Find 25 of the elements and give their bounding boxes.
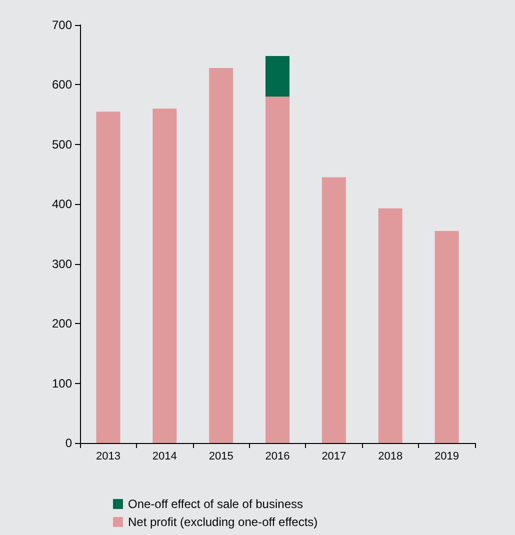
bar [266, 56, 290, 97]
y-tick-label: 700 [52, 18, 72, 32]
bar [209, 68, 234, 443]
bar [434, 231, 459, 443]
y-tick-label: 200 [52, 316, 72, 331]
bar [322, 177, 346, 443]
y-tick-label: 500 [52, 137, 72, 152]
y-tick-label: 0 [65, 436, 72, 450]
y-tick-label: 600 [52, 78, 72, 92]
y-tick-label: 300 [52, 256, 72, 271]
y-tick-label: 400 [52, 197, 72, 212]
x-tick-label: 2019 [434, 450, 460, 462]
x-tick-label: 2017 [322, 450, 346, 462]
x-tick-label: 2015 [208, 450, 234, 462]
legend-label: One-off effect of sale of business [128, 497, 303, 511]
x-tick-label: 2014 [152, 450, 177, 462]
legend-label: Net profit (excluding one-off effects) [128, 515, 318, 529]
bar [266, 96, 290, 443]
x-tick-label: 2013 [96, 450, 120, 462]
y-tick-label: 100 [52, 376, 72, 390]
x-tick-label: 2016 [265, 450, 290, 462]
bar [378, 208, 402, 443]
bar [96, 112, 120, 443]
x-tick-label: 2018 [378, 450, 403, 462]
bar [152, 108, 177, 443]
